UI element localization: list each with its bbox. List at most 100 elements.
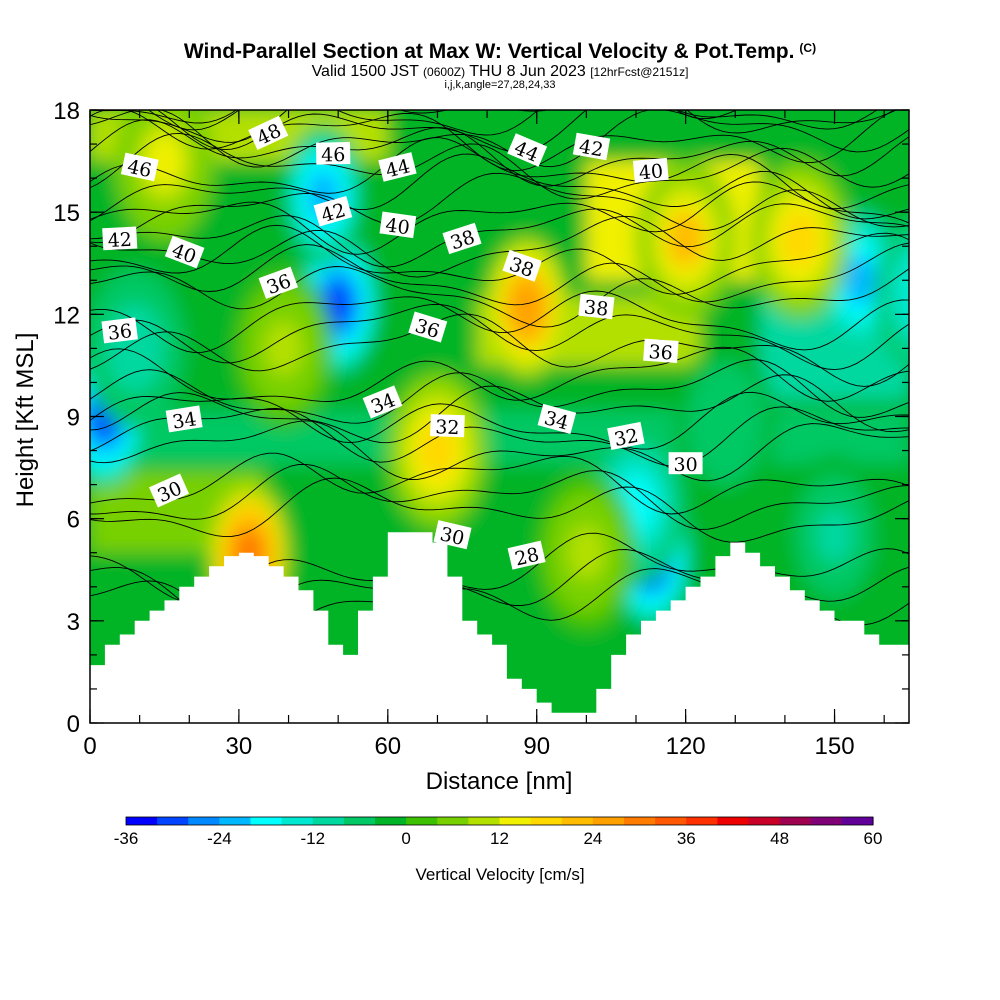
colorbar-swatch	[655, 817, 687, 825]
colorbar-swatch	[592, 817, 625, 825]
velocity-cell	[265, 320, 303, 376]
contour-label-text: 42	[107, 229, 132, 252]
theta-contour-line	[90, 110, 898, 143]
x-tick-label: 150	[815, 733, 855, 760]
colorbar-swatch	[779, 817, 812, 825]
theta-contour-line	[90, 224, 909, 295]
theta-contour-line	[90, 290, 909, 354]
contour-label: 42	[313, 195, 353, 227]
contour-label-text: 36	[648, 341, 674, 365]
subtitle-indices: i,j,k,angle=27,28,24,33	[444, 79, 556, 91]
colorbar-swatch	[686, 817, 718, 825]
contour-label: 36	[643, 338, 679, 365]
contour-label-box	[101, 317, 138, 344]
velocity-cell	[816, 508, 854, 564]
contour-label-text: 40	[638, 160, 664, 184]
contour-label-box	[165, 405, 203, 433]
colorbar-swatch	[717, 817, 750, 825]
velocity-cell	[567, 525, 605, 581]
terrain-mask	[90, 532, 909, 723]
colorbar-tick-label: 60	[864, 829, 883, 848]
colorbar-swatch	[343, 817, 376, 825]
contour-label-box	[379, 211, 417, 239]
colorbar-swatch	[219, 817, 252, 825]
colorbar-swatch	[624, 817, 656, 825]
contour-label: 34	[165, 405, 203, 434]
colorbar-swatch	[437, 817, 469, 825]
contour-label-text: 30	[438, 523, 467, 550]
terrain-profile	[90, 532, 909, 723]
colorbar-frame	[125, 816, 874, 826]
contour-label: 38	[578, 293, 615, 321]
contour-label: 36	[101, 317, 138, 345]
colorbar-swatch	[406, 817, 438, 825]
colorbar-swatch	[468, 817, 501, 825]
contour-label-box	[148, 473, 189, 508]
subtitle-forecast: [12hrFcst@2151z]	[590, 65, 689, 79]
contour-label-box	[258, 266, 298, 299]
chart-title-block: Wind-Parallel Section at Max W: Vertical…	[0, 36, 1000, 91]
theta-contour-line	[90, 303, 909, 371]
contour-label-box	[102, 226, 138, 251]
colorbar-tick-label: 12	[490, 829, 509, 848]
x-tick-label: 0	[83, 733, 96, 760]
theta-contour-line	[90, 477, 909, 543]
theta-contour-line	[90, 420, 909, 482]
y-axis-label: Height [Kft MSL]	[12, 333, 39, 508]
colorbar-tick-label: -36	[114, 829, 139, 848]
y-tick-label: 0	[67, 711, 80, 738]
contour-label: 42	[572, 132, 611, 161]
contour-label-text: 28	[513, 544, 542, 571]
contour-label-box	[248, 115, 289, 151]
subtitle-utc-time: (0600Z)	[423, 65, 466, 79]
subtitle-date: THU 8 Jun 2023	[469, 63, 586, 80]
contour-label-box	[408, 311, 448, 343]
contour-label-box	[632, 157, 669, 183]
theta-contour-line	[90, 374, 909, 444]
colorbar-tick-label: 24	[583, 829, 602, 848]
chart-title: Wind-Parallel Section at Max W: Vertical…	[183, 40, 795, 63]
velocity-cell	[894, 255, 909, 333]
theta-contour-line	[90, 172, 909, 244]
colorbar: -36 -24 -12 0 12 24 36 48 60	[114, 816, 883, 848]
contour-label: 32	[607, 421, 645, 451]
chart-subtitle: Valid 1500 JST (0600Z) THU 8 Jun 2023 [1…	[0, 64, 1000, 80]
x-tick-label: 90	[523, 733, 550, 760]
x-tick-label: 120	[666, 733, 706, 760]
contour-label-text: 32	[435, 416, 460, 439]
colorbar-swatch	[250, 817, 283, 825]
contour-label: 28	[507, 540, 546, 571]
contour-label: 30	[668, 452, 703, 476]
contour-label-text: 46	[321, 144, 346, 166]
y-tick-label: 15	[53, 200, 80, 227]
contour-label-box	[607, 421, 645, 450]
y-tick-label: 12	[53, 302, 80, 329]
theta-contour-line	[147, 110, 695, 136]
chart-title-line: Wind-Parallel Section at Max W: Vertical…	[0, 36, 1000, 64]
y-tick-label: 9	[67, 405, 80, 432]
theta-contour-line	[90, 313, 909, 387]
colorbar-tick-label: -12	[301, 829, 326, 848]
colorbar-swatch	[157, 817, 189, 825]
theta-contour-line	[90, 266, 909, 328]
y-tick-label: 6	[67, 507, 80, 534]
colorbar-tick-label: 36	[677, 829, 696, 848]
contour-label-box	[578, 293, 615, 320]
contour-label-text: 46	[125, 156, 153, 183]
contour-label-text: 36	[107, 320, 134, 345]
contour-label-box	[643, 338, 679, 363]
contour-label: 40	[379, 211, 417, 239]
colorbar-swatch	[841, 817, 874, 825]
title-unit-tag: (C)	[799, 41, 817, 55]
contour-label-box	[164, 235, 205, 269]
contour-label-text: 34	[171, 408, 198, 434]
contour-label-box	[120, 152, 159, 182]
contour-label-box	[362, 385, 403, 419]
theta-contour-line	[90, 110, 738, 124]
contour-label-box	[507, 133, 548, 167]
theta-contour-line	[90, 110, 896, 172]
contour-label-box	[668, 452, 703, 475]
theta-contour-line	[90, 452, 909, 515]
contour-label-box	[433, 520, 472, 550]
theta-contour-line	[90, 110, 909, 168]
